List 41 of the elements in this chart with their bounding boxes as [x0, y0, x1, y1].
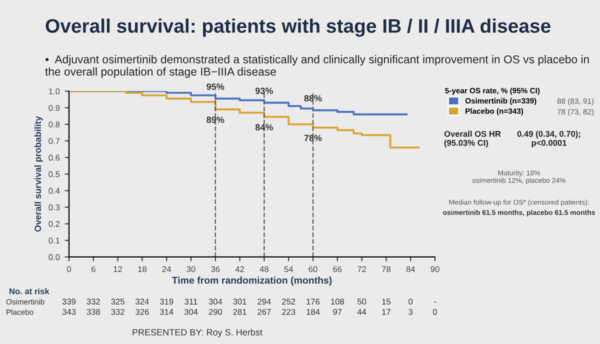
x-axis-title: Time from randomization (months) [172, 276, 332, 286]
annotation: 95% [206, 84, 224, 90]
x-tick-label: 66 [333, 266, 342, 272]
y-tick-label: 0.2 [48, 221, 60, 227]
x-tick-label: 30 [186, 266, 196, 272]
text: Overall OS HR (95.03% CI) [444, 130, 501, 148]
y-tick-label: 0.5 [48, 171, 60, 178]
y-tick-label: 0.9 [48, 104, 60, 111]
x-tick-label: 0 [67, 266, 71, 272]
y-tick-label: 0.4 [48, 188, 60, 194]
annotation: 84% [255, 124, 273, 130]
y-tick-label: 0.1 [48, 238, 60, 244]
x-tick-label: 78 [382, 266, 390, 272]
x-tick-label: 48 [260, 266, 268, 272]
y-tick-label: 1.0 [49, 88, 60, 94]
x-tick-label: 60 [308, 266, 318, 272]
text: 0.49 (0.34, 0.70); p<0.0001 [517, 130, 580, 148]
x-tick-label: 6 [92, 266, 96, 272]
chart-subtitle: • Adjuvant osimertinib demonstrated a statistically and clinically significant improvement in OS vs placebo in the overall population of stage IB−IIIA disease [45, 55, 589, 78]
x-tick-label: 24 [162, 266, 171, 272]
annotation: 78% [304, 134, 322, 142]
y-tick-label: 0.6 [48, 154, 60, 161]
text: PRESENTED BY: Roy S. Herbst [132, 328, 262, 338]
x-tick-label: 90 [430, 266, 440, 272]
x-tick-label: 42 [235, 266, 244, 272]
annotation: 88% [304, 95, 322, 102]
y-tick-label: 0.3 [48, 204, 60, 210]
chart-title: Overall survival: patients with stage IB / II / IIIA disease [46, 18, 550, 37]
x-tick-label: 12 [114, 266, 122, 272]
y-tick-label: 0.0 [48, 254, 60, 260]
annotation: 93% [255, 88, 273, 94]
x-tick-label: 36 [211, 266, 220, 272]
text: No. at risk [10, 288, 50, 294]
annotation: 89% [206, 116, 224, 123]
x-tick-label: 84 [406, 266, 415, 272]
x-tick-label: 72 [358, 266, 366, 272]
y-tick-label: 0.8 [48, 122, 60, 128]
y-axis-title: Overall survival probability [34, 116, 43, 232]
x-tick-label: 54 [284, 266, 293, 272]
x-tick-label: 18 [138, 266, 146, 272]
y-tick-label: 0.7 [48, 138, 60, 144]
